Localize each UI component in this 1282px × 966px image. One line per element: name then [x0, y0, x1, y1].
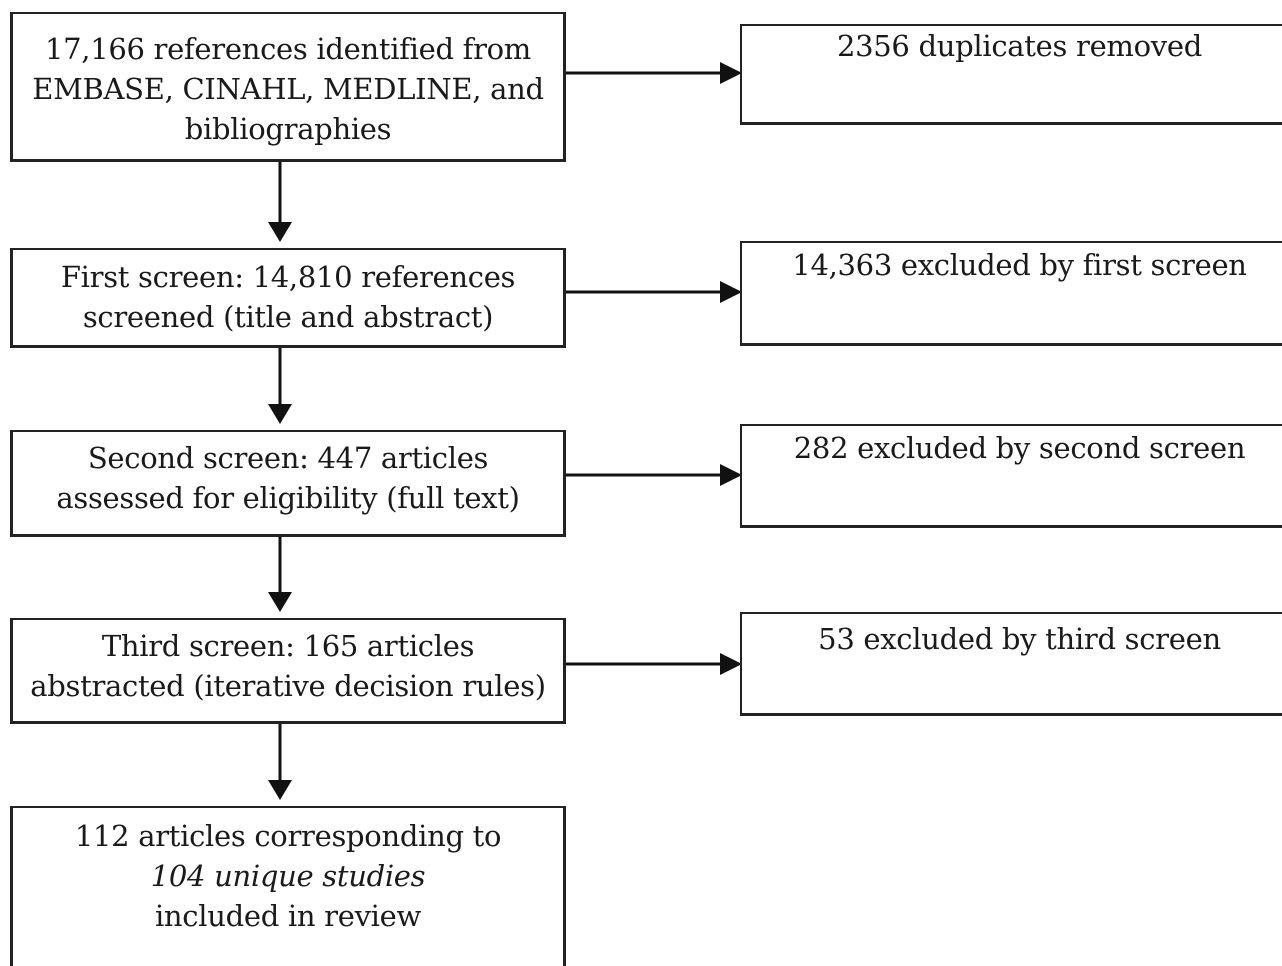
vertical-arrow-4 [268, 722, 292, 800]
first-screen-box: First screen: 14,810 references screened… [10, 248, 566, 348]
third-exclusion-box: 53 excluded by third screen [740, 612, 1282, 716]
included-line-3: included in review [154, 899, 422, 933]
first-exclusion-text: 14,363 excluded by first screen [792, 248, 1247, 282]
identified-line-3: bibliographies [184, 112, 392, 146]
third-screen-line-1: Third screen: 165 articles [101, 629, 475, 663]
second-screen-line-1: Second screen: 447 articles [87, 441, 489, 475]
identified-line-2: EMBASE, CINAHL, MEDLINE, and [32, 72, 544, 106]
first-exclusion-box: 14,363 excluded by first screen [740, 241, 1282, 346]
vertical-arrow-3 [268, 535, 292, 612]
horizontal-arrow-4 [565, 653, 742, 675]
second-exclusion-box: 282 excluded by second screen [740, 424, 1282, 528]
second-exclusion-text: 282 excluded by second screen [793, 431, 1246, 465]
first-screen-line-1: First screen: 14,810 references [60, 260, 516, 294]
second-screen-box: Second screen: 447 articles assessed for… [10, 430, 566, 537]
duplicates-box: 2356 duplicates removed [740, 24, 1282, 125]
duplicates-text: 2356 duplicates removed [836, 29, 1203, 63]
vertical-arrow-1 [268, 160, 292, 242]
horizontal-arrow-3 [565, 464, 742, 486]
third-exclusion-text: 53 excluded by third screen [818, 622, 1221, 656]
identified-box: 17,166 references identified from EMBASE… [10, 12, 566, 162]
identified-line-1: 17,166 references identified from [44, 32, 532, 66]
included-line-2-italic: 104 unique studies [150, 859, 426, 893]
horizontal-arrow-2 [565, 281, 742, 303]
second-screen-line-2: assessed for eligibility (full text) [56, 481, 520, 515]
included-box: 112 articles corresponding to 104 unique… [10, 806, 566, 966]
included-line-1: 112 articles corresponding to [74, 819, 502, 853]
vertical-arrow-2 [268, 346, 292, 424]
first-screen-line-2: screened (title and abstract) [82, 300, 494, 334]
horizontal-arrow-1 [565, 62, 742, 84]
third-screen-line-2: abstracted (iterative decision rules) [30, 669, 546, 703]
third-screen-box: Third screen: 165 articles abstracted (i… [10, 618, 566, 724]
included-line-2: 104 unique studies [13, 856, 563, 896]
